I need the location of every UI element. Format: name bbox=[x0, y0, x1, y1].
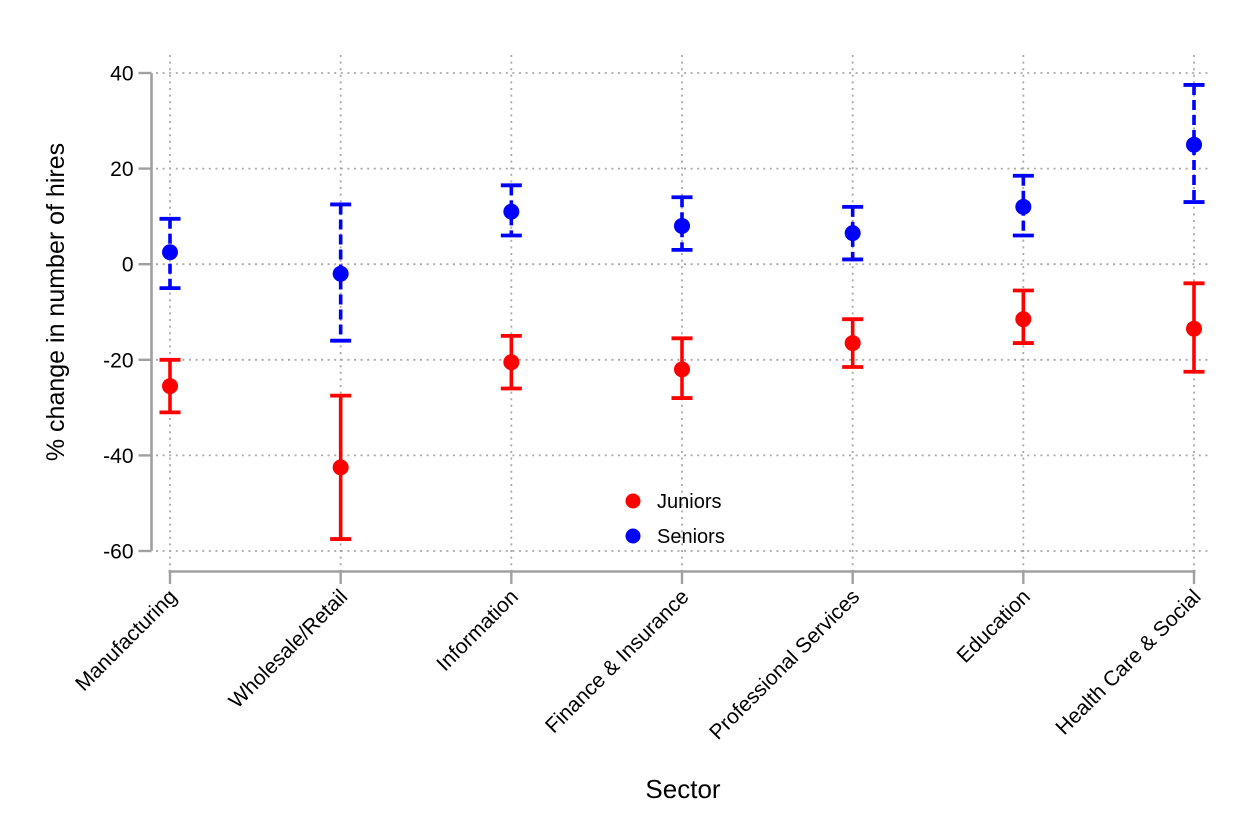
data-point-juniors bbox=[162, 378, 178, 395]
y-tick-label: 20 bbox=[110, 158, 133, 181]
legend-marker-juniors bbox=[625, 493, 641, 509]
x-tick-label: Information bbox=[432, 585, 523, 676]
y-tick-label: 40 bbox=[110, 63, 133, 86]
data-point-seniors bbox=[162, 244, 178, 261]
data-point-seniors bbox=[332, 265, 349, 282]
legend: Juniors Seniors bbox=[625, 491, 725, 548]
data-point-juniors bbox=[674, 361, 691, 378]
y-tick-label: -40 bbox=[103, 445, 133, 468]
y-tick-label: -20 bbox=[103, 349, 133, 372]
legend-label-seniors: Seniors bbox=[657, 526, 725, 548]
axes-layer: 40 20 0 -20 -40 -60 Manufacturing Wholesale/Ret… bbox=[71, 63, 1205, 745]
data-point-juniors bbox=[844, 335, 861, 352]
data-point-seniors bbox=[1015, 198, 1032, 215]
y-axis-title: % change in number of hires bbox=[42, 143, 70, 461]
y-tick-label: 0 bbox=[122, 254, 134, 277]
x-tick-label: Finance & Insurance bbox=[541, 585, 693, 737]
x-tick-label: Health Care & Social bbox=[1051, 585, 1205, 739]
data-point-juniors bbox=[332, 459, 349, 476]
x-axis-title: Sector bbox=[645, 774, 720, 804]
data-point-seniors bbox=[1186, 136, 1203, 153]
data-point-seniors bbox=[503, 203, 520, 220]
data-point-juniors bbox=[1015, 311, 1032, 328]
legend-marker-seniors bbox=[625, 528, 641, 544]
x-tick-label: Education bbox=[953, 585, 1035, 667]
legend-label-juniors: Juniors bbox=[657, 491, 721, 513]
x-tick-label: Professional Services bbox=[705, 585, 864, 744]
data-layer bbox=[159, 83, 1205, 541]
data-point-juniors bbox=[1186, 320, 1203, 337]
x-tick-label: Manufacturing bbox=[71, 585, 181, 695]
data-point-seniors bbox=[674, 217, 691, 234]
data-point-seniors bbox=[844, 225, 861, 242]
x-tick-label: Wholesale/Retail bbox=[225, 585, 353, 713]
y-tick-label: -60 bbox=[103, 541, 133, 564]
data-point-juniors bbox=[503, 354, 520, 371]
